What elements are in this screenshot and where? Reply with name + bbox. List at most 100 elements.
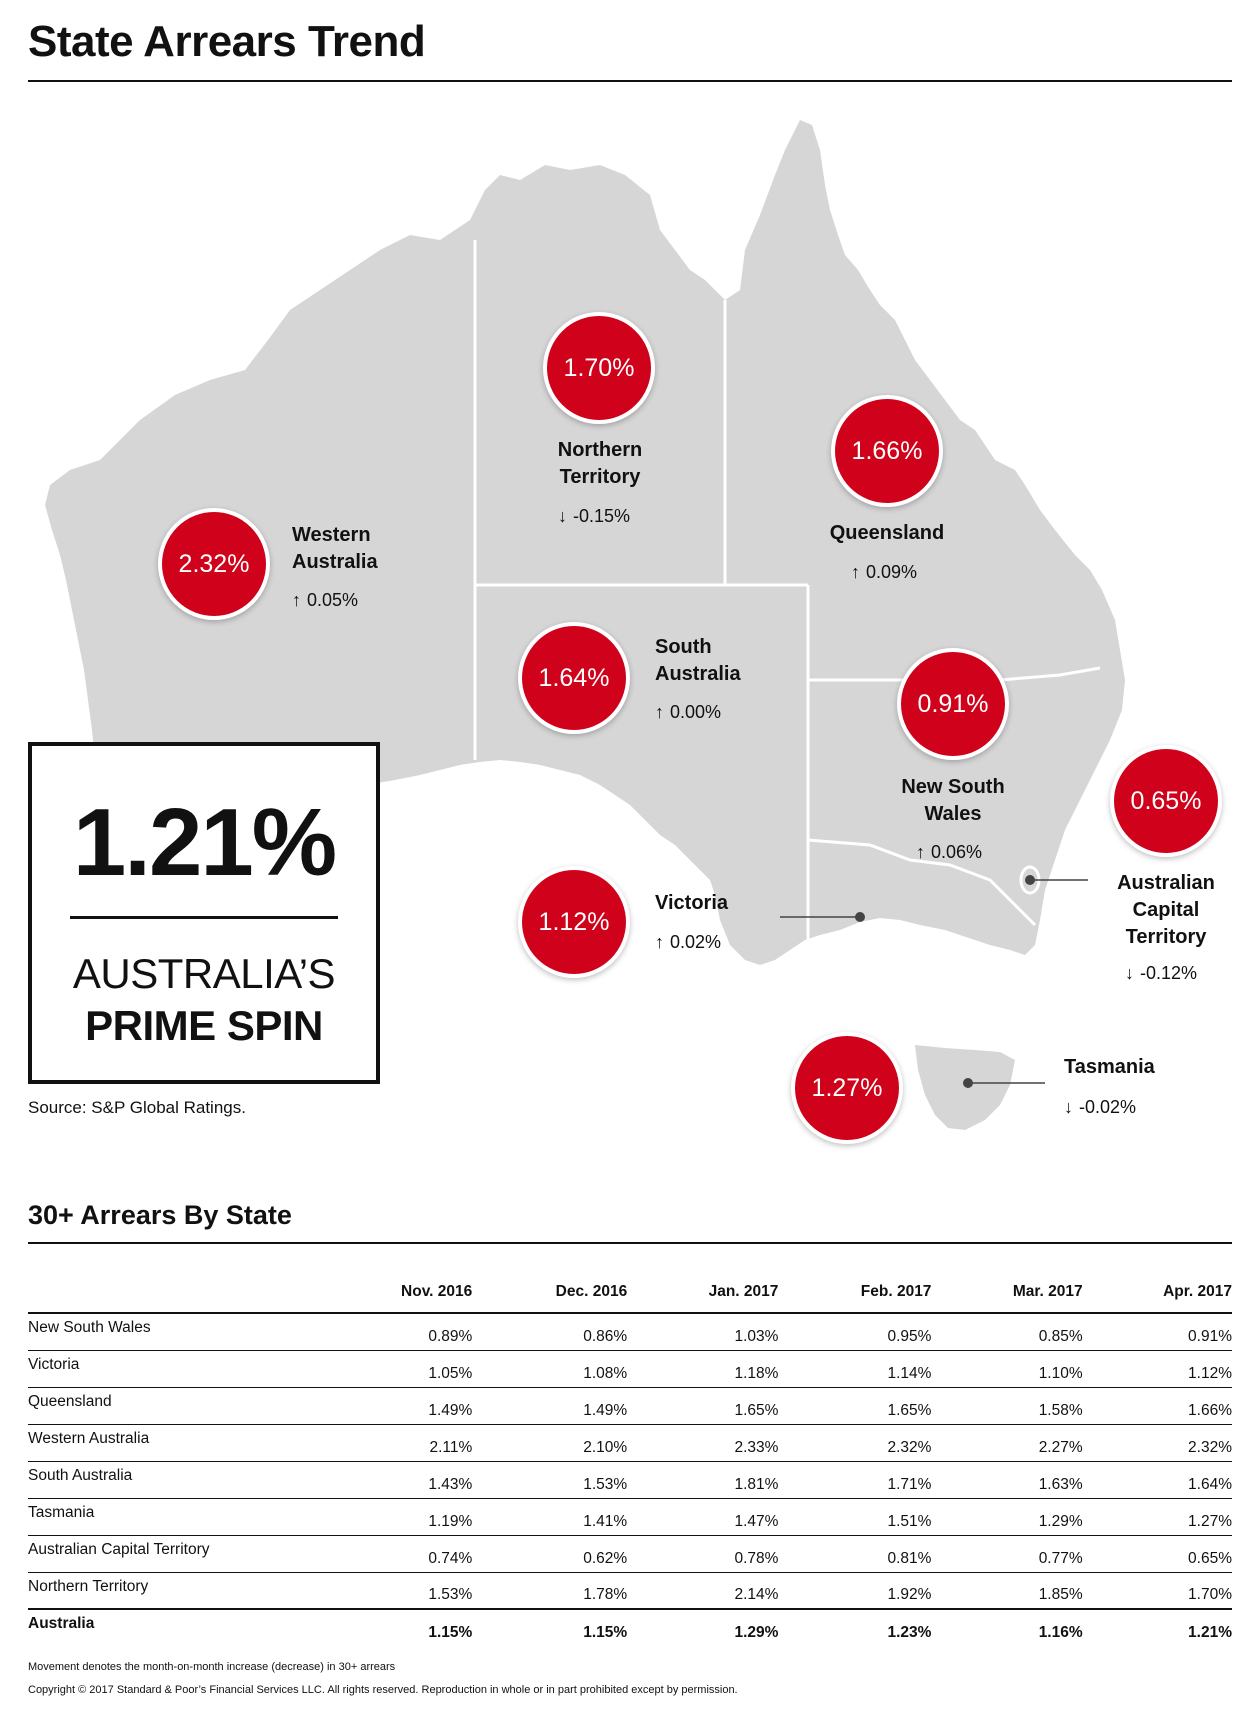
prime-spin-value: 1.21% [72,789,337,896]
row-value-cell: 1.49% [472,1387,628,1425]
qld-change: ↑ 0.09% [851,562,918,582]
row-value-cell: 0.77% [931,1535,1083,1573]
row-value-cell: 1.21% [1082,1608,1232,1646]
row-value-cell: 2.14% [627,1572,779,1610]
table-row: Northern Territory 1.53% 1.78% 2.14% 1.92% 1.… [28,1572,1232,1610]
nsw-name: New South Wales [901,776,1005,825]
row-value-cell: 1.41% [472,1498,628,1536]
row-value-cell: 0.62% [472,1535,628,1573]
row-state-name: Australian Capital Territory [28,1535,318,1573]
row-value-cell: 1.63% [931,1461,1083,1499]
row-value-cell: 1.65% [627,1387,779,1425]
column-header: Jan. 2017 [627,1272,779,1314]
row-value-cell: 1.08% [472,1350,628,1388]
nsw-change: ↑ 0.06% [916,842,983,862]
tasmania-shape [915,1045,1015,1130]
down-arrow-icon: ↓ [558,506,567,526]
row-value-cell: 1.10% [931,1350,1083,1388]
row-value-cell: 1.18% [627,1350,779,1388]
row-value-cell: 2.27% [931,1424,1083,1462]
nt-value-bubble: 1.70% [543,312,655,424]
up-arrow-icon: ↑ [292,590,301,610]
down-arrow-icon: ↓ [1125,963,1134,983]
column-header: Dec. 2016 [472,1272,628,1314]
row-value-cell: 0.95% [778,1313,932,1351]
row-value-cell: 1.66% [1082,1387,1232,1425]
row-state-name: Victoria [28,1350,318,1388]
row-value-cell: 1.71% [778,1461,932,1499]
table-row: Australian Capital Territory 0.74% 0.62% 0.… [28,1535,1232,1573]
sa-change: ↑ 0.00% [655,702,722,722]
table-row: Western Australia 2.11% 2.10% 2.33% 2.32% 2.2… [28,1424,1232,1462]
row-value-cell: 1.47% [627,1498,779,1536]
row-value-cell: 1.65% [778,1387,932,1425]
source-note: Source: S&P Global Ratings. [28,1098,246,1117]
row-state-name: Western Australia [28,1424,318,1462]
row-value-cell: 1.58% [931,1387,1083,1425]
row-value-cell: 0.86% [472,1313,628,1351]
state-borders [473,240,1101,960]
title-divider [28,80,1232,82]
row-value-cell: 1.64% [1082,1461,1232,1499]
column-header: Mar. 2017 [931,1272,1083,1314]
row-value-cell: 1.16% [931,1608,1083,1646]
vic-change: ↑ 0.02% [655,932,722,952]
sa-name: South Australia [655,636,741,685]
row-state-name: South Australia [28,1461,318,1499]
row-value-cell: 1.53% [472,1461,628,1499]
qld-name: Queensland [829,522,945,544]
row-value-cell: 0.65% [1082,1535,1232,1573]
row-value-cell: 1.29% [931,1498,1083,1536]
copyright: Copyright © 2017 Standard & Poor’s Finan… [28,1684,738,1696]
row-value-cell: 1.14% [778,1350,932,1388]
wa-name: Western Australia [292,524,378,573]
row-state-name: Tasmania [28,1498,318,1536]
prime-spin-box: 1.21% AUSTRALIA’S PRIME SPIN [28,742,380,1084]
table-total-row: Australia 1.15% 1.15% 1.29% 1.23% 1.16% 1.21% [28,1608,1232,1646]
vic-name: Victoria [655,892,728,914]
tas-value-bubble: 1.27% [791,1032,903,1144]
row-state-name: Northern Territory [28,1572,318,1610]
up-arrow-icon: ↑ [655,932,664,952]
row-value-cell: 1.19% [318,1498,473,1536]
row-value-cell: 1.12% [1082,1350,1232,1388]
tas-name: Tasmania [1064,1056,1155,1078]
nt-name: Northern Territory [557,439,643,488]
table-title: 30+ Arrears By State [28,1200,292,1230]
row-value-cell: 1.49% [318,1387,473,1425]
table-title-divider [28,1242,1232,1244]
row-value-cell: 0.74% [318,1535,473,1573]
row-value-cell: 1.53% [318,1572,473,1610]
arrears-table: Nov. 2016 Dec. 2016 Jan. 2017 Feb. 2017 … [28,1272,1232,1646]
column-header: Nov. 2016 [318,1272,473,1314]
row-value-cell: 1.29% [627,1608,779,1646]
qld-value-bubble: 1.66% [831,395,943,507]
up-arrow-icon: ↑ [851,562,860,582]
sa-value-bubble: 1.64% [518,622,630,734]
row-value-cell: 1.15% [472,1608,628,1646]
column-header: Apr. 2017 [1082,1272,1232,1314]
row-value-cell: 1.15% [318,1608,473,1646]
row-value-cell: 1.70% [1082,1572,1232,1610]
row-value-cell: 1.23% [778,1608,932,1646]
row-value-cell: 2.11% [318,1424,473,1462]
footnote: Movement denotes the month-on-month incr… [28,1661,396,1673]
row-value-cell: 1.51% [778,1498,932,1536]
row-value-cell: 2.33% [627,1424,779,1462]
act-name: Australian Capital Territory [1117,872,1215,948]
row-value-cell: 1.43% [318,1461,473,1499]
table-row: Victoria 1.05% 1.08% 1.18% 1.14% 1.10% 1.12% [28,1350,1232,1388]
row-state-name: Australia [28,1608,318,1646]
tas-change: ↓ -0.02% [1064,1097,1137,1117]
row-value-cell: 0.85% [931,1313,1083,1351]
row-value-cell: 2.32% [1082,1424,1232,1462]
table-header-row: Nov. 2016 Dec. 2016 Jan. 2017 Feb. 2017 … [28,1272,1232,1314]
row-value-cell: 1.78% [472,1572,628,1610]
row-value-cell: 1.05% [318,1350,473,1388]
row-value-cell: 1.27% [1082,1498,1232,1536]
row-value-cell: 1.81% [627,1461,779,1499]
row-value-cell: 0.91% [1082,1313,1232,1351]
leader-dots [855,875,1035,1088]
up-arrow-icon: ↑ [916,842,925,862]
row-value-cell: 1.03% [627,1313,779,1351]
